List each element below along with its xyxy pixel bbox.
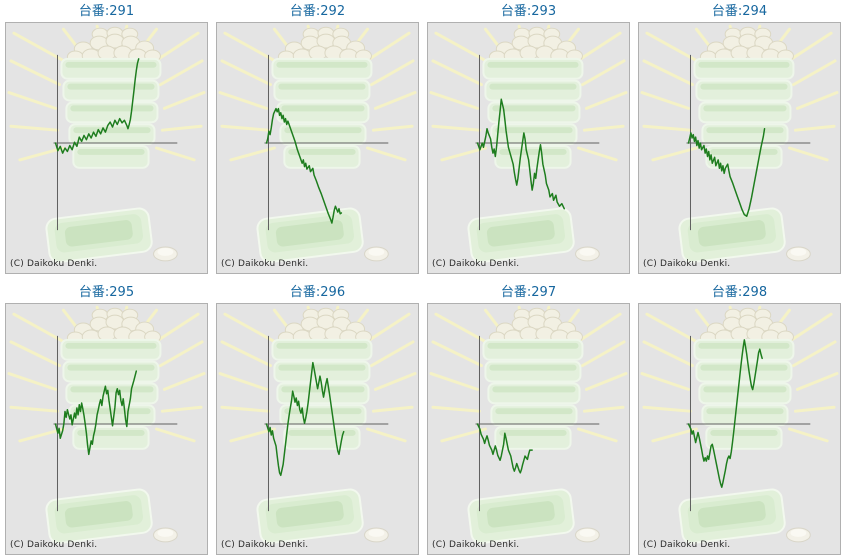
copyright-label: (C) Daikoku Denki. — [221, 259, 309, 269]
payout-line-chart — [264, 335, 389, 512]
machine-chart-panel: (C) Daikoku Denki. — [216, 303, 419, 555]
copyright-label: (C) Daikoku Denki. — [643, 540, 731, 550]
machine-title[interactable]: 台番:296 — [289, 285, 346, 300]
payout-line-chart — [53, 335, 178, 512]
machine-title[interactable]: 台番:297 — [500, 285, 557, 300]
machine-chart-panel: (C) Daikoku Denki. — [638, 22, 841, 274]
payout-line-chart — [264, 54, 389, 231]
machine-title[interactable]: 台番:295 — [78, 285, 135, 300]
payout-series-line — [687, 127, 766, 217]
payout-series-line — [265, 107, 343, 224]
copyright-label: (C) Daikoku Denki. — [432, 259, 520, 269]
machine-title[interactable]: 台番:293 — [500, 4, 557, 19]
copyright-label: (C) Daikoku Denki. — [10, 540, 98, 550]
machine-cell-296: 台番:296 (C) Daikoku Denki. — [216, 284, 419, 555]
payout-series-line — [54, 58, 140, 154]
machine-chart-panel: (C) Daikoku Denki. — [5, 22, 208, 274]
payout-line-chart — [475, 335, 600, 512]
copyright-label: (C) Daikoku Denki. — [221, 540, 309, 550]
machine-cell-293: 台番:293 (C) Daikoku Denki. — [427, 3, 630, 274]
payout-line-chart — [686, 335, 811, 512]
machine-title[interactable]: 台番:294 — [711, 4, 768, 19]
machine-cell-294: 台番:294 (C) Daikoku Denki. — [638, 3, 841, 274]
copyright-label: (C) Daikoku Denki. — [10, 259, 98, 269]
payout-series-line — [687, 339, 763, 488]
copyright-label: (C) Daikoku Denki. — [643, 259, 731, 269]
payout-line-chart — [686, 54, 811, 231]
machine-chart-panel: (C) Daikoku Denki. — [638, 303, 841, 555]
machine-cell-297: 台番:297 (C) Daikoku Denki. — [427, 284, 630, 555]
machine-title[interactable]: 台番:292 — [289, 4, 346, 19]
machine-cell-291: 台番:291 (C) Daikoku Denki. — [5, 3, 208, 274]
payout-series-line — [476, 423, 533, 474]
payout-series-line — [265, 361, 345, 477]
machine-chart-panel: (C) Daikoku Denki. — [216, 22, 419, 274]
machine-chart-panel: (C) Daikoku Denki. — [427, 303, 630, 555]
machine-title[interactable]: 台番:291 — [78, 4, 135, 19]
machine-cell-292: 台番:292 (C) Daikoku Denki. — [216, 3, 419, 274]
payout-line-chart — [53, 54, 178, 231]
copyright-label: (C) Daikoku Denki. — [432, 540, 520, 550]
machine-chart-panel: (C) Daikoku Denki. — [427, 22, 630, 274]
machine-cell-298: 台番:298 (C) Daikoku Denki. — [638, 284, 841, 555]
payout-line-chart — [475, 54, 600, 231]
machine-chart-panel: (C) Daikoku Denki. — [5, 303, 208, 555]
payout-series-line — [54, 370, 138, 456]
payout-series-line — [476, 98, 565, 210]
machine-title[interactable]: 台番:298 — [711, 285, 768, 300]
machine-cell-295: 台番:295 (C) Daikoku Denki. — [5, 284, 208, 555]
